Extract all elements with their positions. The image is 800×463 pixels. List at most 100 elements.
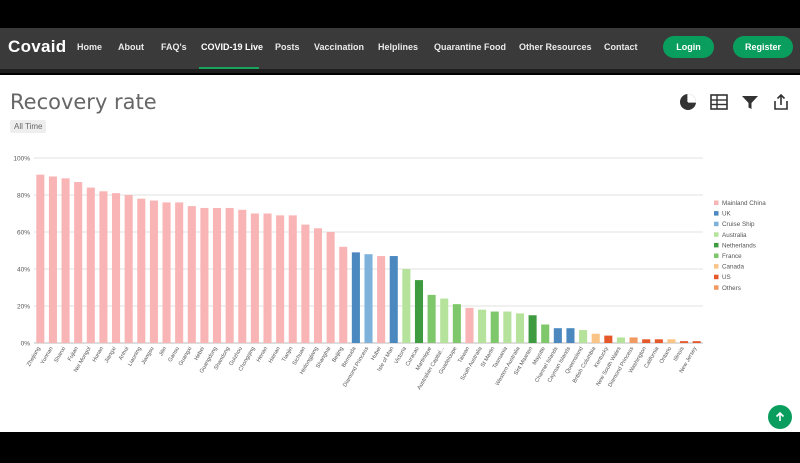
x-tick-label: Zhejiang <box>26 346 42 368</box>
page-title: Recovery rate <box>10 90 157 114</box>
bar-guangxi[interactable] <box>187 206 196 343</box>
legend-label[interactable]: Netherlands <box>722 242 756 249</box>
bar-sint-maarten[interactable] <box>528 315 537 343</box>
chart-card: Recovery rate All Time 0% 20% 40% 60% 80% 100… <box>0 75 800 432</box>
bar-south-australia[interactable] <box>478 309 487 343</box>
x-tick-label: Illinois <box>673 346 686 363</box>
bar-ontario[interactable] <box>667 339 676 343</box>
bar-jiangsu[interactable] <box>149 200 158 343</box>
nav-item-faqs[interactable]: FAQ's <box>161 42 187 52</box>
bar-liaoning[interactable] <box>137 198 146 343</box>
bar-new-jersey[interactable] <box>692 341 701 343</box>
x-tick-label: Hubei <box>370 346 383 362</box>
bar-cayman-islands[interactable] <box>566 328 575 343</box>
bar-diamond-princess[interactable] <box>629 337 638 343</box>
x-tick-label: Anhui <box>118 346 130 361</box>
legend-label[interactable]: Mainland China <box>722 200 766 207</box>
bar-taiwan[interactable] <box>465 307 474 343</box>
login-button[interactable]: Login <box>663 36 714 58</box>
x-tick-label: Fujian <box>67 346 80 362</box>
bar-guangdong[interactable] <box>212 207 222 343</box>
nav-item-other-resources[interactable]: Other Resources <box>519 42 592 52</box>
bar-beijing[interactable] <box>339 246 348 343</box>
bar-st-martin[interactable] <box>490 311 499 343</box>
bar-victoria[interactable] <box>402 269 411 343</box>
legend-label[interactable]: US <box>722 274 731 281</box>
legend-label[interactable]: France <box>722 253 742 260</box>
bar-jilin[interactable] <box>162 202 171 343</box>
bar-sichuan[interactable] <box>301 224 310 343</box>
share-icon[interactable] <box>771 92 791 112</box>
y-tick-label: 40% <box>17 267 30 274</box>
legend-swatch <box>714 253 719 258</box>
pie-chart-icon[interactable] <box>678 92 698 112</box>
bar-anhui[interactable] <box>124 195 133 343</box>
bar-tianjin[interactable] <box>288 215 297 343</box>
nav-item-posts[interactable]: Posts <box>275 42 300 52</box>
bar-zhejiang[interactable] <box>36 174 45 343</box>
filter-icon[interactable] <box>740 92 760 112</box>
bar-illinois[interactable] <box>680 341 689 343</box>
bar-henan[interactable] <box>263 213 272 344</box>
nav-item-helplines[interactable]: Helplines <box>378 42 419 52</box>
nav-item-vaccination[interactable]: Vaccination <box>314 42 365 52</box>
bar-hubei[interactable] <box>377 256 386 343</box>
bar-western-australia[interactable] <box>515 313 525 343</box>
bar-hainan[interactable] <box>276 215 285 343</box>
bar-shanxi[interactable] <box>61 178 70 343</box>
table-icon[interactable] <box>709 92 729 112</box>
bar-diamond-princess[interactable] <box>364 254 373 343</box>
nav-item-contact[interactable]: Contact <box>604 42 638 52</box>
bar-martinique[interactable] <box>427 294 436 343</box>
bar-new-south-wales[interactable] <box>616 337 625 343</box>
nav-item-quarantine-food[interactable]: Quarantine Food <box>434 42 506 52</box>
bar-tasmania[interactable] <box>503 311 512 343</box>
bar-chongqing[interactable] <box>250 213 259 344</box>
bar-yunnan[interactable] <box>48 176 57 344</box>
legend-label[interactable]: Canada <box>722 264 745 271</box>
bar-australian-capital-[interactable] <box>440 298 449 343</box>
bar-shanghai[interactable] <box>326 232 335 343</box>
x-tick-label: Jilin <box>158 346 168 357</box>
bar-washington[interactable] <box>642 339 651 343</box>
nav-item-home[interactable]: Home <box>77 42 103 52</box>
bar-kentucky[interactable] <box>604 335 613 343</box>
active-nav-underline <box>199 67 259 69</box>
bar-guizhou[interactable] <box>238 209 247 343</box>
bar-nei-mongol[interactable] <box>86 187 95 343</box>
bar-fujian[interactable] <box>74 182 83 343</box>
legend-swatch <box>714 232 719 237</box>
x-tick-label: Hainan <box>268 346 282 364</box>
bar-british-columbia[interactable] <box>591 333 600 343</box>
bar-bermuda[interactable] <box>351 252 360 343</box>
legend-label[interactable]: UK <box>722 211 732 218</box>
bar-heilongjiang[interactable] <box>313 228 323 343</box>
legend-swatch <box>714 200 719 205</box>
bar-hebei[interactable] <box>200 207 209 343</box>
legend-label[interactable]: Cruise Ship <box>722 221 755 228</box>
bar-hunan[interactable] <box>99 191 108 343</box>
legend-label[interactable]: Others <box>722 285 741 292</box>
register-button[interactable]: Register <box>733 36 793 58</box>
bar-isle-of-man[interactable] <box>389 256 398 343</box>
bar-jiangxi[interactable] <box>112 193 121 343</box>
bar-queensland[interactable] <box>579 330 588 343</box>
bar-gansu[interactable] <box>175 202 184 343</box>
time-filter-pill[interactable]: All Time <box>10 120 47 133</box>
bar-curacao[interactable] <box>414 280 424 343</box>
bar-california[interactable] <box>654 339 663 343</box>
nav-item-about[interactable]: About <box>118 42 144 52</box>
legend-label[interactable]: Australia <box>722 232 747 239</box>
bar-mayotte[interactable] <box>541 324 550 344</box>
scroll-to-top-button[interactable] <box>768 405 792 429</box>
nav-item-covid-live[interactable]: COVID-19 Live <box>201 42 264 52</box>
bar-shandong[interactable] <box>225 207 234 343</box>
legend-swatch <box>714 211 719 216</box>
y-tick-label: 80% <box>17 193 30 200</box>
bar-guadeloupe[interactable] <box>452 304 461 343</box>
brand-logo[interactable]: Covaid <box>8 37 67 56</box>
x-tick-label: Jiangxi <box>104 346 118 364</box>
bar-channel-islands[interactable] <box>553 328 562 343</box>
